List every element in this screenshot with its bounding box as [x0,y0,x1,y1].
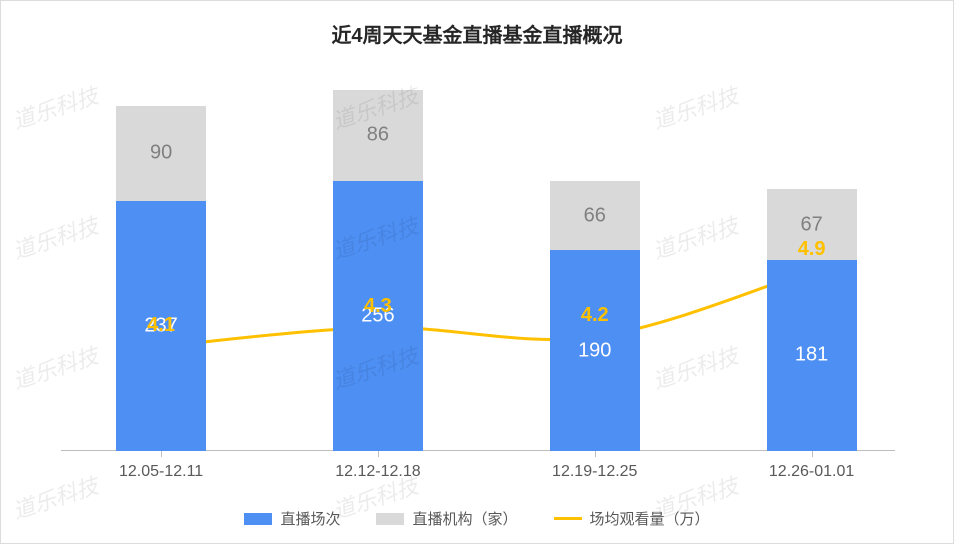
chart-title: 近4周天天基金直播基金直播概况 [1,19,953,48]
bar-value-orgs: 90 [116,142,206,165]
bar-group: 90237 [116,106,206,451]
bar-value-orgs: 67 [767,213,857,236]
x-axis-label: 12.26-01.01 [769,463,854,481]
legend-item: 场均观看量（万） [554,508,710,529]
line-series [161,271,812,347]
legend: 直播场次 直播机构（家） 场均观看量（万） [1,508,953,529]
legend-label: 直播场次 [280,508,340,529]
chart-container: 近4周天天基金直播基金直播概况 12.05-12.119023712.12-12… [0,0,954,544]
bar-value-orgs: 66 [550,204,640,227]
line-value-label: 4.2 [581,304,609,327]
x-axis-label: 12.12-12.18 [335,463,420,481]
bar-segment-orgs: 86 [333,90,423,181]
bar-value-sessions: 181 [767,344,857,367]
legend-swatch-box [244,513,272,525]
bar-segment-orgs: 90 [116,106,206,201]
bar-group: 86256 [333,90,423,451]
x-axis-label: 12.05-12.11 [119,463,203,481]
bar-value-orgs: 86 [333,124,423,147]
bar-value-sessions: 190 [550,339,640,362]
line-value-label: 4.1 [147,314,175,337]
legend-label: 场均观看量（万） [590,508,710,529]
line-value-label: 4.3 [364,295,392,318]
plot-area: 12.05-12.119023712.12-12.188625612.19-12… [61,71,895,451]
legend-label: 直播机构（家） [412,508,517,529]
x-tick [161,451,162,457]
legend-swatch-box [376,513,404,525]
legend-item: 直播机构（家） [376,508,517,529]
legend-swatch-line [554,517,582,520]
bar-group: 67 181 [767,189,857,451]
bar-segment-sessions: 190 [550,250,640,451]
legend-item: 直播场次 [244,508,340,529]
x-tick [595,451,596,457]
x-tick [378,451,379,457]
x-axis-label: 12.19-12.25 [552,463,637,481]
bar-segment-sessions: 181 [767,260,857,451]
line-value-label: 4.9 [798,238,826,261]
bar-segment-orgs: 66 [550,181,640,251]
x-tick [812,451,813,457]
